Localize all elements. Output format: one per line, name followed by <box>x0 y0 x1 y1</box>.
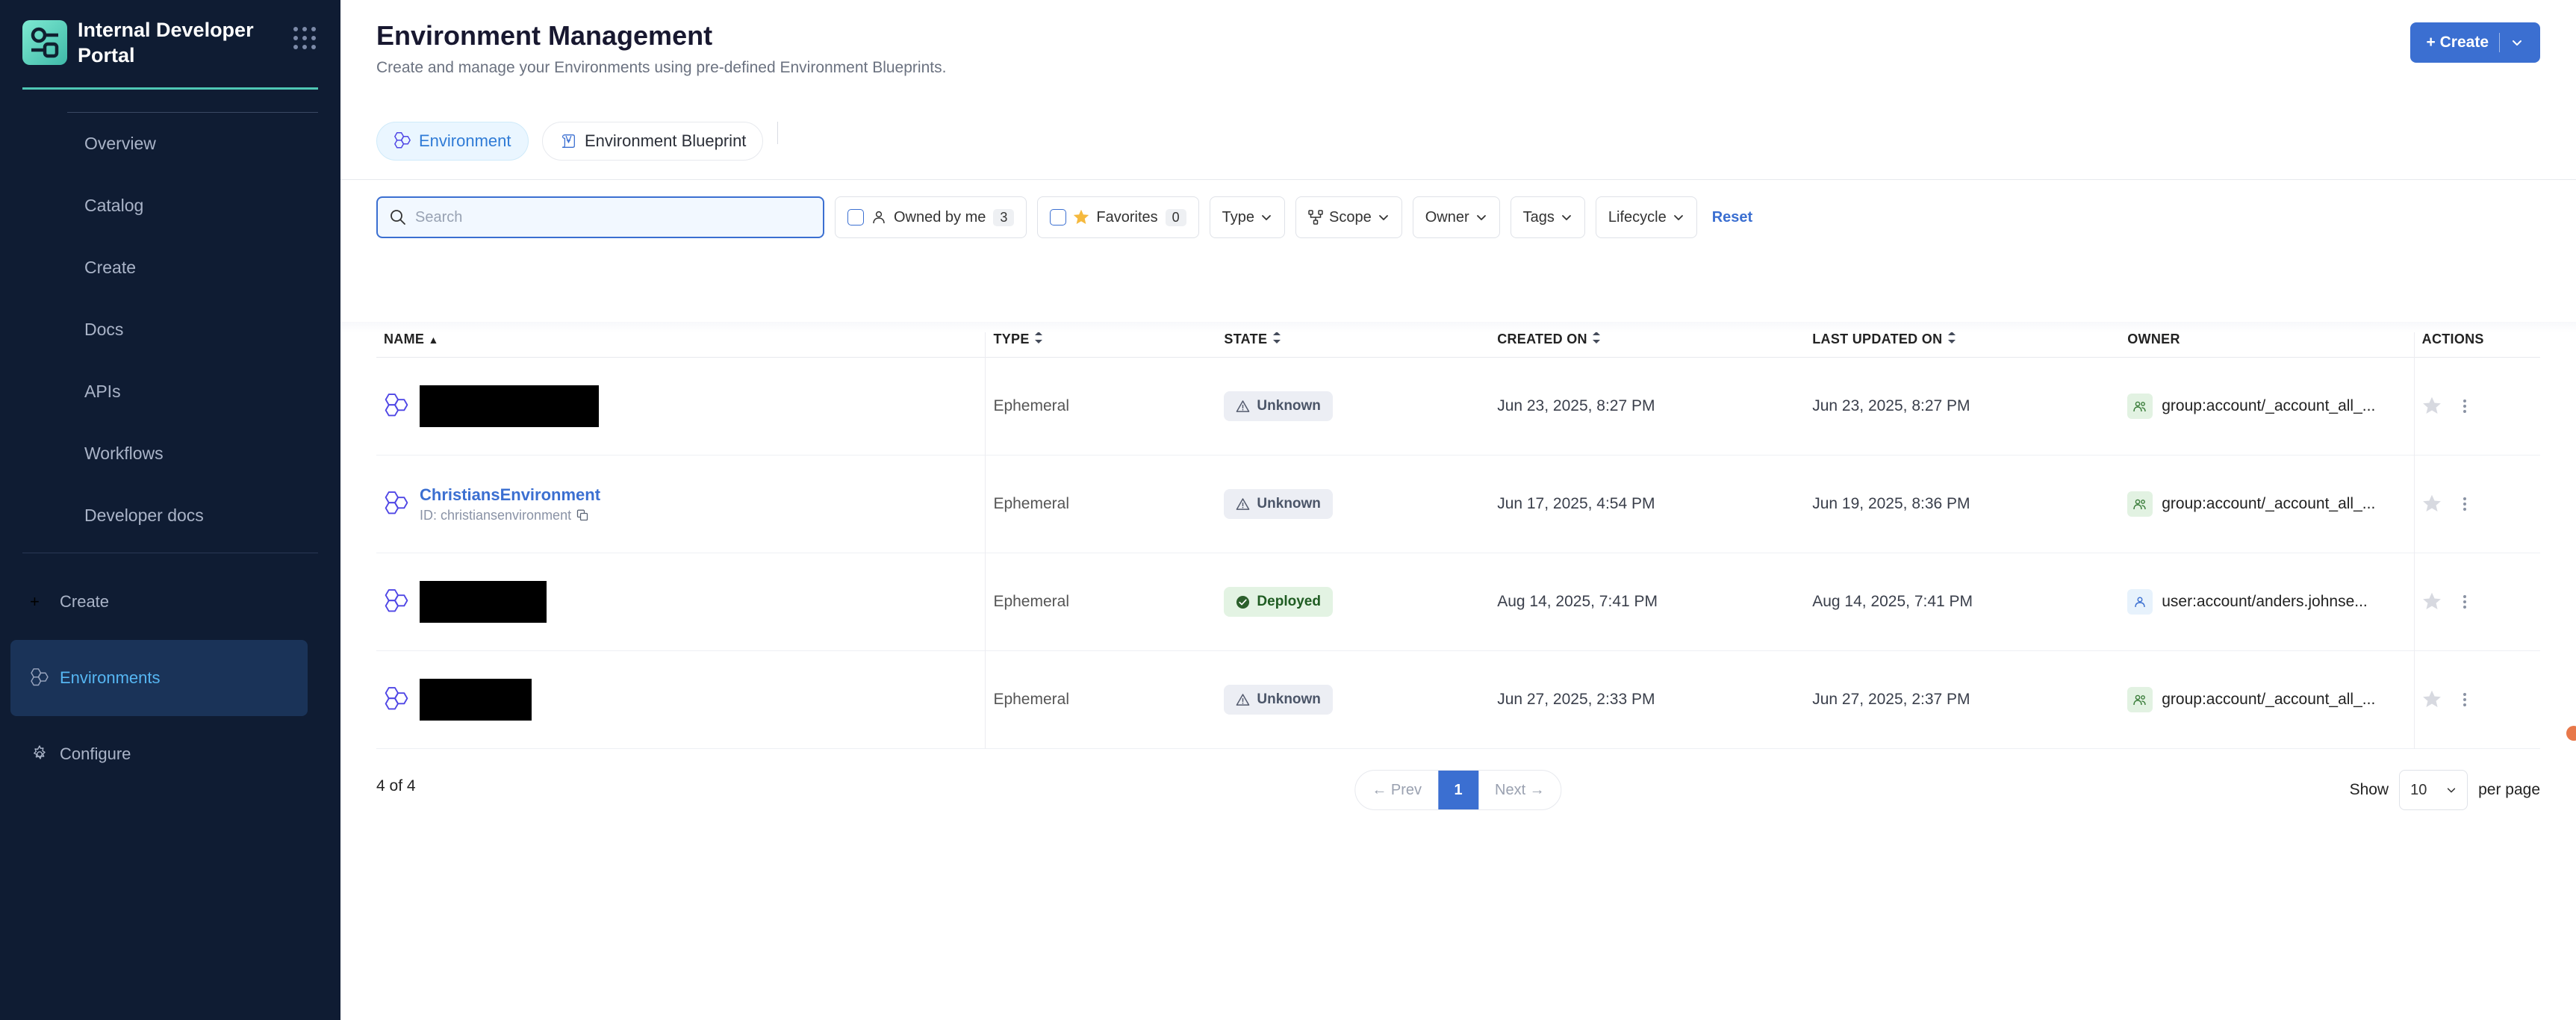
svg-text:+: + <box>30 592 40 611</box>
